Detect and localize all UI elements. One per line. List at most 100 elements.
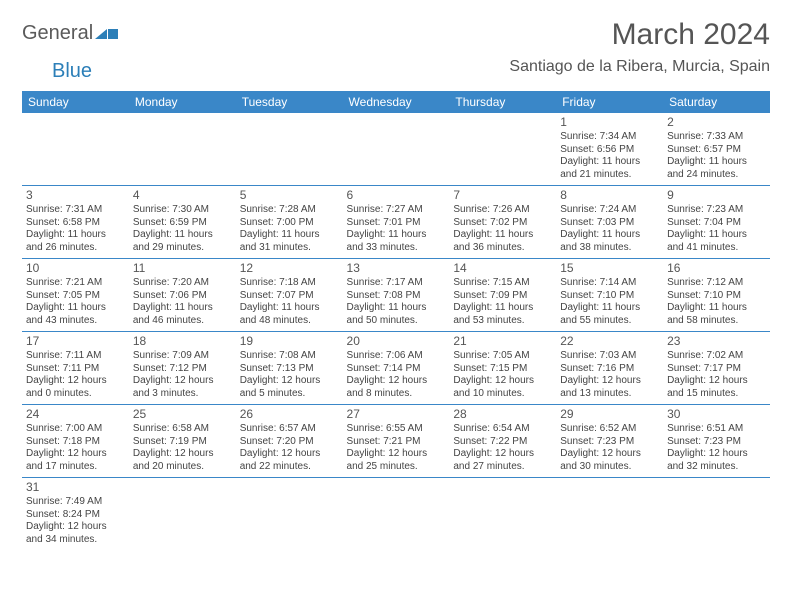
- calendar-day-cell: 3Sunrise: 7:31 AMSunset: 6:58 PMDaylight…: [22, 186, 129, 259]
- day-sunrise: Sunrise: 6:51 AM: [667, 423, 766, 436]
- day-number: 16: [667, 261, 766, 276]
- day-sunrise: Sunrise: 6:55 AM: [347, 423, 446, 436]
- day-daylight1: Daylight: 11 hours: [26, 302, 125, 315]
- day-daylight2: and 29 minutes.: [133, 242, 232, 255]
- day-daylight2: and 0 minutes.: [26, 388, 125, 401]
- day-number: 26: [240, 407, 339, 422]
- calendar-day-cell: 21Sunrise: 7:05 AMSunset: 7:15 PMDayligh…: [449, 332, 556, 405]
- day-sunset: Sunset: 7:18 PM: [26, 436, 125, 449]
- day-daylight2: and 43 minutes.: [26, 315, 125, 328]
- calendar-day-cell: 16Sunrise: 7:12 AMSunset: 7:10 PMDayligh…: [663, 259, 770, 332]
- day-sunrise: Sunrise: 6:58 AM: [133, 423, 232, 436]
- day-daylight1: Daylight: 12 hours: [453, 375, 552, 388]
- logo-triangle-icon: [95, 29, 107, 39]
- day-sunrise: Sunrise: 7:17 AM: [347, 277, 446, 290]
- calendar-week-row: 10Sunrise: 7:21 AMSunset: 7:05 PMDayligh…: [22, 259, 770, 332]
- day-daylight2: and 24 minutes.: [667, 169, 766, 182]
- calendar-day-cell: [129, 113, 236, 186]
- day-sunrise: Sunrise: 7:30 AM: [133, 204, 232, 217]
- day-sunrise: Sunrise: 6:57 AM: [240, 423, 339, 436]
- calendar-day-cell: 10Sunrise: 7:21 AMSunset: 7:05 PMDayligh…: [22, 259, 129, 332]
- day-daylight1: Daylight: 12 hours: [347, 375, 446, 388]
- day-sunset: Sunset: 6:56 PM: [560, 144, 659, 157]
- day-sunrise: Sunrise: 6:52 AM: [560, 423, 659, 436]
- day-daylight2: and 38 minutes.: [560, 242, 659, 255]
- calendar-day-cell: 7Sunrise: 7:26 AMSunset: 7:02 PMDaylight…: [449, 186, 556, 259]
- day-daylight2: and 20 minutes.: [133, 461, 232, 474]
- day-number: 19: [240, 334, 339, 349]
- day-daylight1: Daylight: 11 hours: [667, 229, 766, 242]
- day-daylight2: and 22 minutes.: [240, 461, 339, 474]
- day-sunrise: Sunrise: 7:11 AM: [26, 350, 125, 363]
- day-daylight1: Daylight: 12 hours: [240, 448, 339, 461]
- calendar-day-cell: [22, 113, 129, 186]
- calendar-day-cell: 26Sunrise: 6:57 AMSunset: 7:20 PMDayligh…: [236, 405, 343, 478]
- day-sunrise: Sunrise: 7:05 AM: [453, 350, 552, 363]
- day-daylight1: Daylight: 11 hours: [347, 302, 446, 315]
- day-daylight1: Daylight: 11 hours: [667, 302, 766, 315]
- calendar-day-cell: 17Sunrise: 7:11 AMSunset: 7:11 PMDayligh…: [22, 332, 129, 405]
- day-daylight2: and 41 minutes.: [667, 242, 766, 255]
- calendar-day-cell: 8Sunrise: 7:24 AMSunset: 7:03 PMDaylight…: [556, 186, 663, 259]
- day-daylight1: Daylight: 11 hours: [347, 229, 446, 242]
- day-sunrise: Sunrise: 7:23 AM: [667, 204, 766, 217]
- day-number: 2: [667, 115, 766, 130]
- day-number: 1: [560, 115, 659, 130]
- calendar-day-cell: 29Sunrise: 6:52 AMSunset: 7:23 PMDayligh…: [556, 405, 663, 478]
- day-sunrise: Sunrise: 7:02 AM: [667, 350, 766, 363]
- calendar-day-cell: 20Sunrise: 7:06 AMSunset: 7:14 PMDayligh…: [343, 332, 450, 405]
- day-daylight1: Daylight: 11 hours: [240, 302, 339, 315]
- calendar-day-cell: [663, 478, 770, 551]
- day-sunset: Sunset: 7:11 PM: [26, 363, 125, 376]
- day-daylight2: and 46 minutes.: [133, 315, 232, 328]
- day-number: 10: [26, 261, 125, 276]
- day-sunset: Sunset: 7:06 PM: [133, 290, 232, 303]
- day-sunset: Sunset: 7:23 PM: [667, 436, 766, 449]
- day-number: 13: [347, 261, 446, 276]
- day-sunset: Sunset: 7:14 PM: [347, 363, 446, 376]
- day-sunset: Sunset: 6:58 PM: [26, 217, 125, 230]
- day-sunrise: Sunrise: 7:27 AM: [347, 204, 446, 217]
- day-sunrise: Sunrise: 7:06 AM: [347, 350, 446, 363]
- logo-text-1: General: [22, 22, 93, 45]
- weekday-header: Tuesday: [236, 91, 343, 113]
- day-number: 5: [240, 188, 339, 203]
- calendar-day-cell: 14Sunrise: 7:15 AMSunset: 7:09 PMDayligh…: [449, 259, 556, 332]
- calendar-day-cell: 2Sunrise: 7:33 AMSunset: 6:57 PMDaylight…: [663, 113, 770, 186]
- day-daylight1: Daylight: 12 hours: [667, 375, 766, 388]
- day-number: 25: [133, 407, 232, 422]
- day-sunset: Sunset: 7:03 PM: [560, 217, 659, 230]
- calendar-day-cell: 22Sunrise: 7:03 AMSunset: 7:16 PMDayligh…: [556, 332, 663, 405]
- calendar-day-cell: 27Sunrise: 6:55 AMSunset: 7:21 PMDayligh…: [343, 405, 450, 478]
- title-block: March 2024 Santiago de la Ribera, Murcia…: [509, 18, 770, 82]
- day-sunrise: Sunrise: 7:21 AM: [26, 277, 125, 290]
- day-sunset: Sunset: 7:10 PM: [667, 290, 766, 303]
- calendar-day-cell: [449, 113, 556, 186]
- day-sunset: Sunset: 7:08 PM: [347, 290, 446, 303]
- day-sunrise: Sunrise: 6:54 AM: [453, 423, 552, 436]
- calendar-day-cell: 1Sunrise: 7:34 AMSunset: 6:56 PMDaylight…: [556, 113, 663, 186]
- calendar-week-row: 24Sunrise: 7:00 AMSunset: 7:18 PMDayligh…: [22, 405, 770, 478]
- day-sunset: Sunset: 6:57 PM: [667, 144, 766, 157]
- day-sunrise: Sunrise: 7:49 AM: [26, 496, 125, 509]
- day-daylight2: and 34 minutes.: [26, 534, 125, 547]
- day-daylight1: Daylight: 12 hours: [560, 448, 659, 461]
- day-number: 8: [560, 188, 659, 203]
- day-sunset: Sunset: 7:07 PM: [240, 290, 339, 303]
- day-number: 18: [133, 334, 232, 349]
- month-title: March 2024: [509, 18, 770, 52]
- day-sunrise: Sunrise: 7:14 AM: [560, 277, 659, 290]
- day-daylight1: Daylight: 11 hours: [667, 156, 766, 169]
- weekday-header: Monday: [129, 91, 236, 113]
- day-number: 12: [240, 261, 339, 276]
- day-number: 23: [667, 334, 766, 349]
- day-sunset: Sunset: 6:59 PM: [133, 217, 232, 230]
- day-number: 3: [26, 188, 125, 203]
- day-sunset: Sunset: 7:01 PM: [347, 217, 446, 230]
- calendar-day-cell: 19Sunrise: 7:08 AMSunset: 7:13 PMDayligh…: [236, 332, 343, 405]
- calendar-day-cell: 9Sunrise: 7:23 AMSunset: 7:04 PMDaylight…: [663, 186, 770, 259]
- calendar-week-row: 1Sunrise: 7:34 AMSunset: 6:56 PMDaylight…: [22, 113, 770, 186]
- day-daylight2: and 25 minutes.: [347, 461, 446, 474]
- day-daylight1: Daylight: 11 hours: [560, 229, 659, 242]
- day-sunrise: Sunrise: 7:12 AM: [667, 277, 766, 290]
